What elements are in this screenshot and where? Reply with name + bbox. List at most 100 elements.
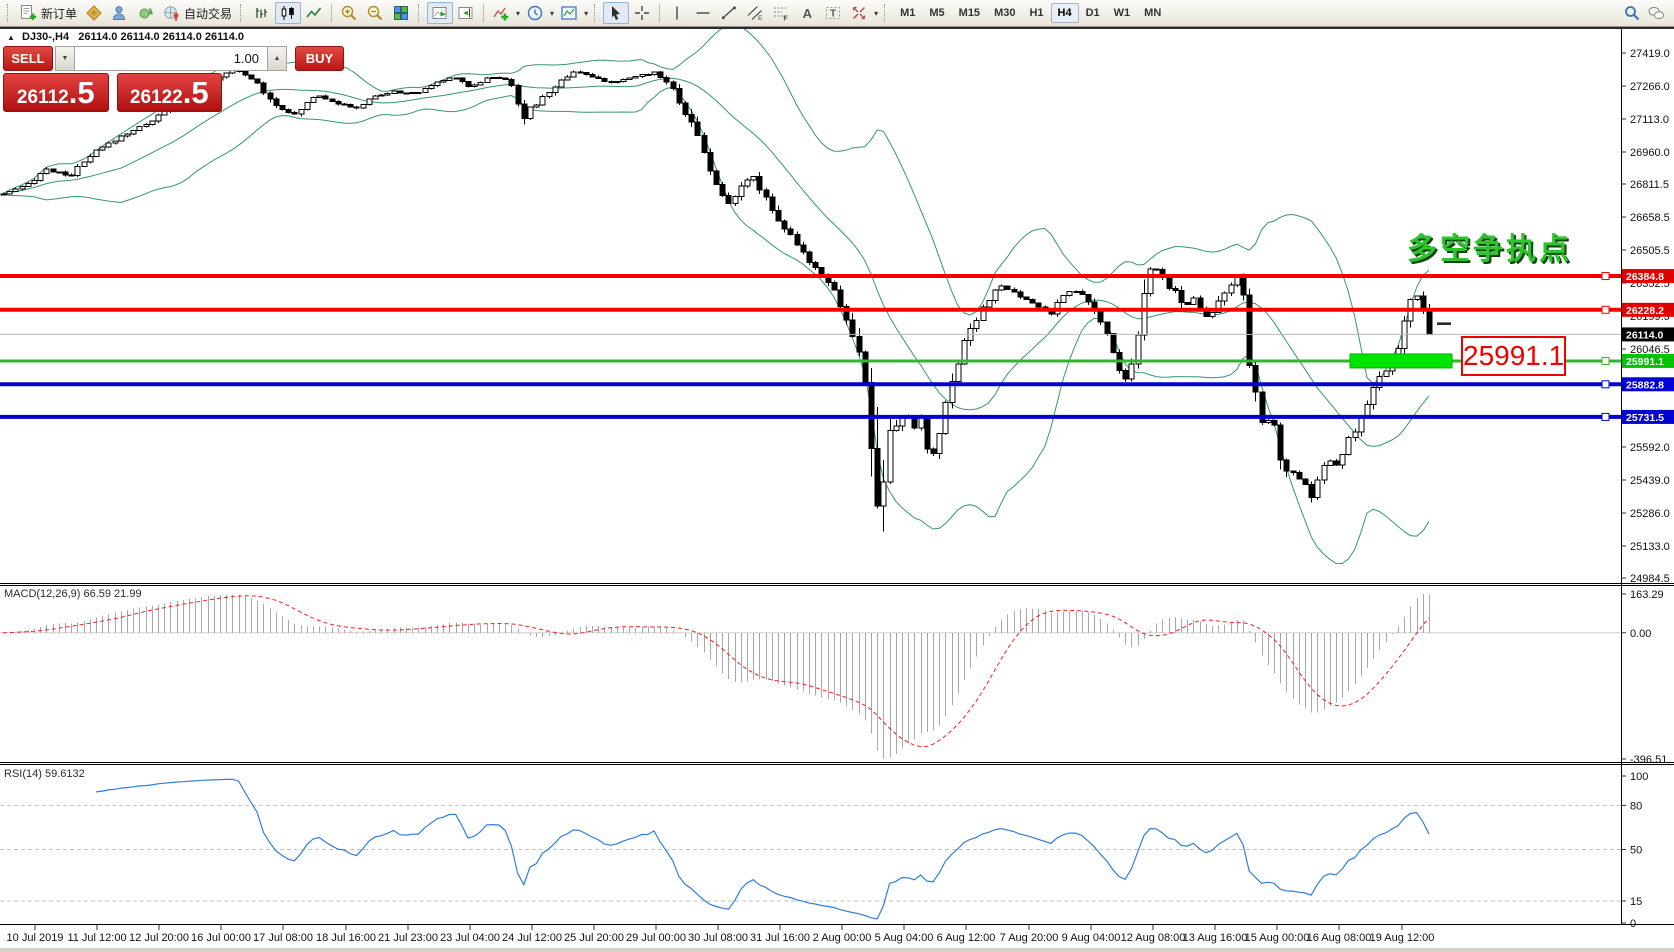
candlestick-chart-button[interactable] bbox=[275, 2, 302, 24]
crosshair-icon bbox=[635, 6, 650, 20]
zoom-out-icon bbox=[367, 5, 383, 21]
indicators-button[interactable] bbox=[488, 2, 514, 24]
window-bottom-edge bbox=[0, 948, 1674, 952]
line-chart-icon bbox=[306, 7, 322, 18]
text-tool[interactable]: A bbox=[794, 2, 820, 24]
indicators-dropdown-arrow[interactable]: ▾ bbox=[516, 8, 521, 18]
rsi-indicator-label: RSI(14) 59.6132 bbox=[4, 768, 85, 780]
time-tick-label: 6 Aug 12:00 bbox=[937, 932, 996, 944]
macd-tick-label: 0.00 bbox=[1630, 628, 1651, 640]
price-tick-label: 27266.0 bbox=[1630, 81, 1670, 93]
chart-shift-button[interactable] bbox=[453, 2, 479, 24]
auto-trading-button[interactable]: 自动交易 bbox=[159, 2, 236, 24]
group-handle[interactable] bbox=[884, 4, 889, 22]
arrows-tool[interactable] bbox=[846, 2, 872, 24]
collapse-triangle-icon[interactable]: ▲ bbox=[7, 33, 15, 42]
tf-m30[interactable]: M30 bbox=[994, 7, 1016, 19]
line-anchor-handle[interactable] bbox=[1601, 412, 1610, 421]
price-tick-label: 27113.0 bbox=[1630, 114, 1669, 126]
group-handle[interactable] bbox=[418, 4, 423, 22]
time-tick-label: 5 Aug 04:00 bbox=[875, 932, 934, 944]
templates-dropdown-arrow[interactable]: ▾ bbox=[584, 8, 589, 18]
cursor-button[interactable] bbox=[603, 2, 630, 24]
arrows-dropdown-arrow[interactable]: ▾ bbox=[874, 8, 879, 18]
price-tick-label: 26658.5 bbox=[1630, 212, 1670, 224]
horizontal-line-tool[interactable] bbox=[690, 2, 716, 24]
auto-trading-icon bbox=[164, 6, 179, 21]
zoom-in-button[interactable] bbox=[336, 2, 362, 24]
tile-windows-button[interactable] bbox=[388, 2, 414, 24]
tf-m5[interactable]: M5 bbox=[929, 7, 945, 19]
tf-mn[interactable]: MN bbox=[1144, 7, 1162, 19]
time-tick-label: 12 Aug 08:00 bbox=[1121, 932, 1186, 944]
thick-line-segment[interactable] bbox=[1349, 353, 1453, 369]
price-tick-label: 27419.0 bbox=[1630, 48, 1670, 60]
volume-increase-button[interactable]: ▲ bbox=[267, 46, 287, 71]
line-anchor-handle[interactable] bbox=[1601, 356, 1610, 365]
contention-annotation[interactable]: 多空争执点 bbox=[1407, 233, 1572, 266]
line-anchor-handle[interactable] bbox=[1601, 272, 1610, 281]
time-tick-label: 11 Jul 12:00 bbox=[67, 932, 126, 944]
tf-m1[interactable]: M1 bbox=[900, 7, 916, 19]
fibonacci-tool[interactable]: F bbox=[768, 2, 794, 24]
group-handle[interactable] bbox=[594, 4, 599, 22]
sell-price-main: 26112 bbox=[16, 87, 69, 108]
axis-price-tag-text: 26228.2 bbox=[1626, 305, 1664, 317]
rsi-tick-label: 15 bbox=[1630, 896, 1642, 908]
last-close-dash bbox=[1437, 322, 1451, 325]
axis-price-tag-text: 26114.0 bbox=[1626, 329, 1664, 341]
volume-input[interactable] bbox=[75, 46, 267, 71]
text-label-icon: T bbox=[826, 7, 841, 20]
signals-button[interactable] bbox=[133, 2, 159, 24]
tf-h4[interactable]: H4 bbox=[1050, 3, 1079, 23]
bar-chart-button[interactable] bbox=[249, 2, 275, 24]
buy-button[interactable]: BUY bbox=[295, 46, 344, 71]
crosshair-button[interactable] bbox=[629, 2, 655, 24]
periods-dropdown-arrow[interactable]: ▾ bbox=[550, 8, 555, 18]
trendline-tool[interactable] bbox=[716, 2, 742, 24]
auto-scroll-button[interactable] bbox=[427, 2, 454, 24]
equidistant-channel-tool[interactable]: E bbox=[742, 2, 768, 24]
group-handle[interactable] bbox=[240, 4, 245, 22]
price-tick-label: 25286.0 bbox=[1630, 508, 1670, 520]
svg-text:E: E bbox=[758, 15, 763, 22]
time-tick-label: 7 Aug 20:00 bbox=[1000, 932, 1059, 944]
price-callout-label[interactable]: 25991.1 bbox=[1461, 336, 1566, 376]
axis-price-tag bbox=[1622, 377, 1674, 392]
auto-scroll-icon bbox=[432, 7, 447, 19]
tf-h1[interactable]: H1 bbox=[1029, 7, 1044, 19]
price-axis[interactable]: 27419.0 27266.0 27113.0 26960.0 26811.5 26658… bbox=[1621, 48, 1674, 930]
sell-button[interactable]: SELL bbox=[3, 46, 53, 71]
vertical-line-icon bbox=[676, 6, 678, 20]
new-order-label: 新订单 bbox=[41, 6, 78, 21]
line-anchor-handle[interactable] bbox=[1601, 305, 1610, 314]
periods-button[interactable] bbox=[522, 2, 548, 24]
time-tick-label: 2 Aug 00:00 bbox=[813, 932, 872, 944]
zoom-out-button[interactable] bbox=[362, 2, 388, 24]
svg-text:F: F bbox=[783, 15, 788, 22]
line-chart-button[interactable] bbox=[301, 2, 327, 24]
time-tick-label: 17 Jul 08:00 bbox=[253, 932, 313, 944]
candlestick-chart-icon bbox=[281, 6, 294, 20]
navigator-button[interactable] bbox=[107, 2, 133, 24]
vertical-line-tool[interactable] bbox=[664, 2, 690, 24]
time-axis[interactable]: 10 Jul 2019 11 Jul 12:00 12 Jul 20:00 16 Ju… bbox=[7, 925, 1435, 944]
tf-m15[interactable]: M15 bbox=[958, 7, 981, 19]
search-icon[interactable] bbox=[1623, 4, 1641, 22]
tf-w1[interactable]: W1 bbox=[1113, 7, 1131, 19]
market-watch-button[interactable] bbox=[81, 2, 107, 24]
volume-decrease-button[interactable]: ▼ bbox=[55, 46, 75, 71]
toolbar-drag-handle[interactable] bbox=[7, 4, 12, 22]
chat-icon[interactable] bbox=[1647, 4, 1665, 22]
market-watch-icon bbox=[86, 5, 102, 21]
sell-price-box[interactable]: 26112 .5 bbox=[3, 73, 109, 112]
zoom-in-icon bbox=[341, 5, 357, 21]
templates-button[interactable] bbox=[556, 2, 582, 24]
line-anchor-handle[interactable] bbox=[1601, 380, 1610, 389]
text-label-tool[interactable]: T bbox=[820, 2, 846, 24]
buy-price-box[interactable]: 26122 .5 bbox=[116, 73, 222, 112]
macd-tick-label: 163.29 bbox=[1630, 589, 1664, 601]
tf-d1[interactable]: D1 bbox=[1085, 7, 1100, 19]
new-order-button[interactable]: 新订单 bbox=[16, 2, 81, 24]
